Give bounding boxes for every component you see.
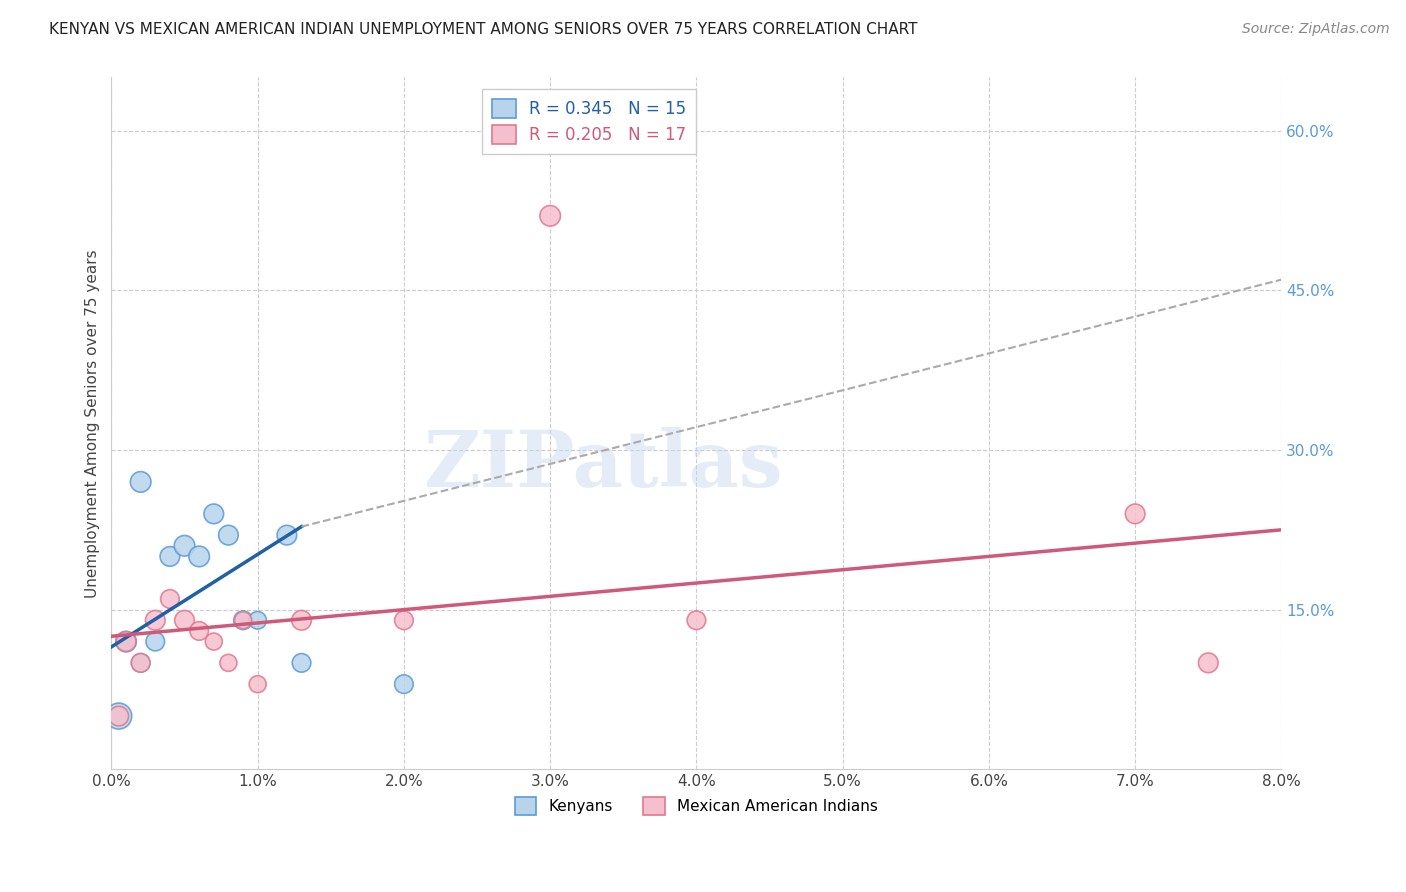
- Point: [159, 549, 181, 564]
- Point: [276, 528, 298, 542]
- Point: [129, 475, 152, 489]
- Point: [188, 549, 211, 564]
- Point: [129, 656, 152, 670]
- Text: ZIPatlas: ZIPatlas: [423, 427, 783, 503]
- Point: [392, 613, 415, 627]
- Point: [246, 677, 269, 691]
- Text: Source: ZipAtlas.com: Source: ZipAtlas.com: [1241, 22, 1389, 37]
- Point: [107, 709, 129, 723]
- Point: [290, 656, 312, 670]
- Point: [107, 709, 129, 723]
- Point: [290, 613, 312, 627]
- Y-axis label: Unemployment Among Seniors over 75 years: Unemployment Among Seniors over 75 years: [86, 249, 100, 598]
- Point: [1197, 656, 1219, 670]
- Point: [392, 677, 415, 691]
- Point: [246, 613, 269, 627]
- Legend: Kenyans, Mexican American Indians: Kenyans, Mexican American Indians: [506, 788, 887, 824]
- Point: [159, 592, 181, 607]
- Point: [232, 613, 254, 627]
- Point: [202, 507, 225, 521]
- Point: [188, 624, 211, 638]
- Text: KENYAN VS MEXICAN AMERICAN INDIAN UNEMPLOYMENT AMONG SENIORS OVER 75 YEARS CORRE: KENYAN VS MEXICAN AMERICAN INDIAN UNEMPL…: [49, 22, 918, 37]
- Point: [143, 613, 166, 627]
- Point: [232, 613, 254, 627]
- Point: [1123, 507, 1146, 521]
- Point: [217, 656, 239, 670]
- Point: [115, 634, 138, 648]
- Point: [685, 613, 707, 627]
- Point: [129, 656, 152, 670]
- Point: [115, 634, 138, 648]
- Point: [538, 209, 561, 223]
- Point: [143, 634, 166, 648]
- Point: [202, 634, 225, 648]
- Point: [173, 539, 195, 553]
- Point: [217, 528, 239, 542]
- Point: [173, 613, 195, 627]
